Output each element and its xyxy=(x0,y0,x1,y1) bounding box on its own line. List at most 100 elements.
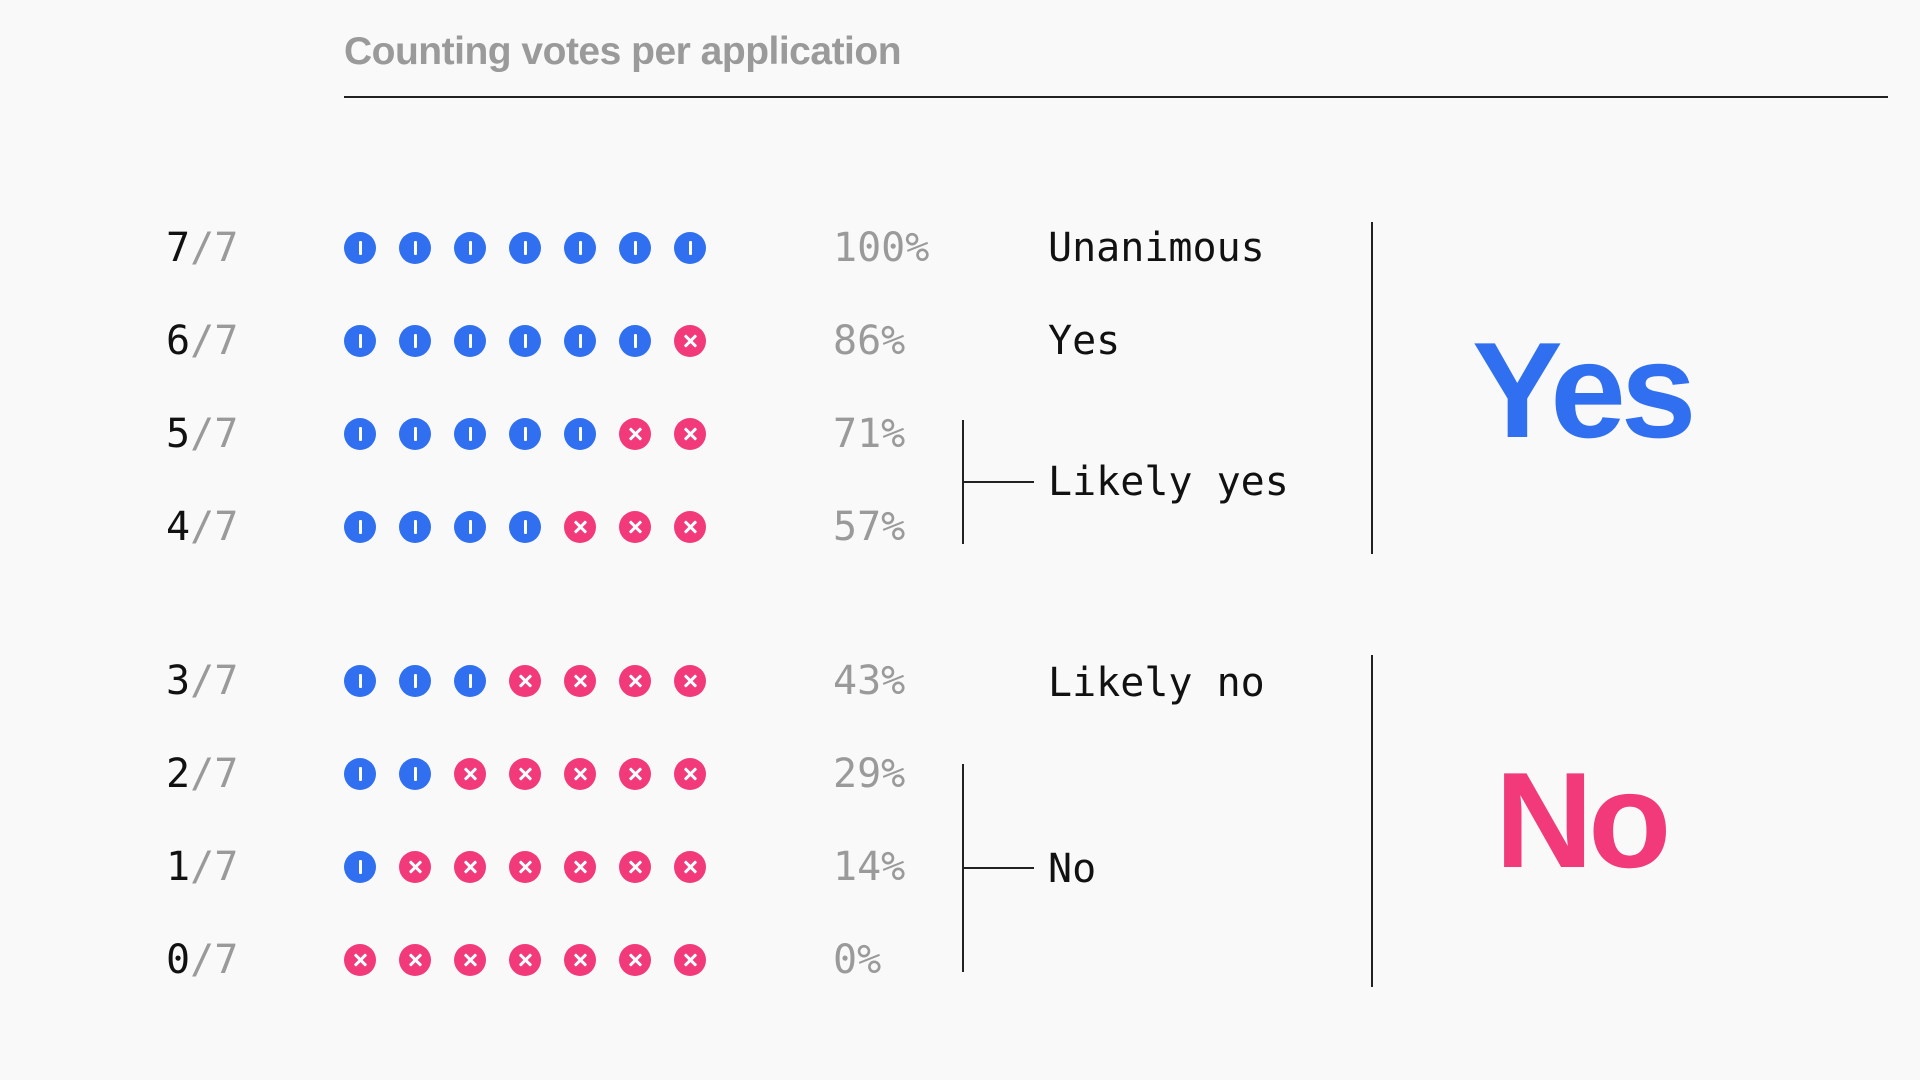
yes-vote-icon xyxy=(399,325,431,357)
vote-fraction: 7/7 xyxy=(166,218,238,278)
total-count: 7 xyxy=(214,225,239,271)
yes-vote-icon xyxy=(509,232,541,264)
yes-vote-icon xyxy=(509,325,541,357)
yes-vote-icon xyxy=(399,232,431,264)
vote-fraction: 1/7 xyxy=(166,837,238,897)
no-vote-icon xyxy=(674,758,706,790)
no-vote-icon xyxy=(674,325,706,357)
vote-row: 5/7 71% xyxy=(0,404,1920,464)
no-vote-icon xyxy=(399,944,431,976)
vote-row: 3/7 43% xyxy=(0,651,1920,711)
no-vote-icon xyxy=(454,758,486,790)
no-vote-icon xyxy=(619,944,651,976)
fraction-slash: / xyxy=(190,937,215,983)
total-count: 7 xyxy=(214,658,239,704)
yes-count: 5 xyxy=(166,411,191,457)
vote-fraction: 6/7 xyxy=(166,311,238,371)
no-vote-icon xyxy=(509,665,541,697)
vote-percentage: 100% xyxy=(833,225,930,271)
yes-vote-icon xyxy=(399,758,431,790)
vote-fraction: 5/7 xyxy=(166,404,238,464)
no-vote-icon xyxy=(564,944,596,976)
yes-vote-icon xyxy=(619,232,651,264)
yes-count: 6 xyxy=(166,318,191,364)
no-vote-icon xyxy=(619,418,651,450)
vote-percentage: 57% xyxy=(833,504,906,550)
vote-fraction: 3/7 xyxy=(166,651,238,711)
yes-vote-icon xyxy=(564,418,596,450)
title-divider xyxy=(344,96,1888,98)
yes-vote-icon xyxy=(674,232,706,264)
yes-count: 1 xyxy=(166,844,191,890)
total-count: 7 xyxy=(214,844,239,890)
vote-row: 7/7 100% xyxy=(0,218,1920,278)
no-vote-icon xyxy=(619,665,651,697)
vote-row: 0/7 0% xyxy=(0,930,1920,990)
yes-vote-icon xyxy=(344,232,376,264)
category-unanimous: Unanimous xyxy=(1048,225,1265,271)
yes-outcome-divider xyxy=(1371,222,1373,554)
yes-vote-icon xyxy=(454,418,486,450)
no-vote-icon xyxy=(509,851,541,883)
yes-vote-icon xyxy=(344,511,376,543)
yes-vote-icon xyxy=(399,665,431,697)
yes-vote-icon xyxy=(509,418,541,450)
no-vote-icon xyxy=(619,758,651,790)
no-connector xyxy=(962,867,1034,869)
total-count: 7 xyxy=(214,504,239,550)
no-vote-icon xyxy=(619,511,651,543)
no-vote-icon xyxy=(564,851,596,883)
yes-vote-icon xyxy=(344,325,376,357)
yes-vote-icon xyxy=(564,325,596,357)
vote-percentage: 86% xyxy=(833,318,906,364)
yes-count: 3 xyxy=(166,658,191,704)
vote-fraction: 2/7 xyxy=(166,744,238,804)
vote-row: 2/7 29% xyxy=(0,744,1920,804)
outcome-no: No xyxy=(1495,744,1671,896)
no-vote-icon xyxy=(674,665,706,697)
yes-vote-icon xyxy=(454,232,486,264)
total-count: 7 xyxy=(214,411,239,457)
yes-count: 0 xyxy=(166,937,191,983)
category-yes: Yes xyxy=(1048,318,1121,364)
yes-count: 2 xyxy=(166,751,191,797)
total-count: 7 xyxy=(214,937,239,983)
vote-row: 1/7 14% xyxy=(0,837,1920,897)
yes-vote-icon xyxy=(564,232,596,264)
yes-vote-icon xyxy=(399,418,431,450)
no-vote-icon xyxy=(564,511,596,543)
vote-fraction: 4/7 xyxy=(166,497,238,557)
vote-percentage: 43% xyxy=(833,658,906,704)
fraction-slash: / xyxy=(190,411,215,457)
total-count: 7 xyxy=(214,751,239,797)
no-vote-icon xyxy=(509,758,541,790)
vote-percentage: 71% xyxy=(833,411,906,457)
yes-vote-icon xyxy=(344,758,376,790)
no-vote-icon xyxy=(399,851,431,883)
no-vote-icon xyxy=(509,944,541,976)
no-vote-icon xyxy=(674,851,706,883)
vote-percentage: 29% xyxy=(833,751,906,797)
no-vote-icon xyxy=(674,511,706,543)
yes-vote-icon xyxy=(344,851,376,883)
category-no: No xyxy=(1048,846,1097,892)
yes-count: 7 xyxy=(166,225,191,271)
yes-vote-icon xyxy=(454,665,486,697)
no-vote-icon xyxy=(674,944,706,976)
fraction-slash: / xyxy=(190,658,215,704)
vote-row: 6/7 86% xyxy=(0,311,1920,371)
no-vote-icon xyxy=(454,851,486,883)
vote-fraction: 0/7 xyxy=(166,930,238,990)
fraction-slash: / xyxy=(190,318,215,364)
fraction-slash: / xyxy=(190,751,215,797)
category-likely-yes: Likely yes xyxy=(1048,459,1289,505)
fraction-slash: / xyxy=(190,225,215,271)
no-vote-icon xyxy=(344,944,376,976)
yes-vote-icon xyxy=(454,325,486,357)
yes-vote-icon xyxy=(344,418,376,450)
category-likely-no: Likely no xyxy=(1048,660,1265,706)
no-outcome-divider xyxy=(1371,655,1373,987)
yes-vote-icon xyxy=(344,665,376,697)
no-vote-icon xyxy=(454,944,486,976)
